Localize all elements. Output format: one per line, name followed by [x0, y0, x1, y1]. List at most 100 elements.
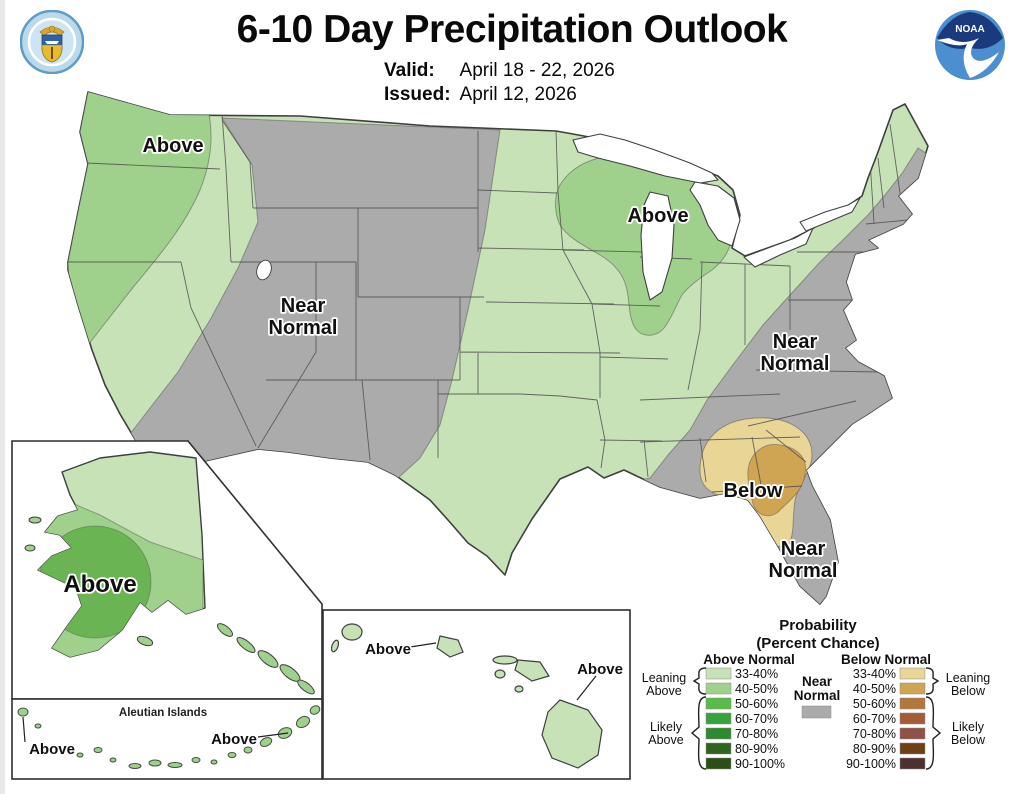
map-label-east-normal: Normal: [761, 353, 830, 375]
legend-near-line2: Normal: [794, 688, 841, 703]
aleutian-title: Aleutian Islands: [119, 707, 207, 719]
legend-above-row-label: 50-60%: [735, 697, 778, 711]
legend-below-row-label: 50-60%: [853, 697, 896, 711]
legend-below-row-label: 70-80%: [853, 727, 896, 741]
legend-below-swatch-90-100: [899, 757, 926, 770]
issued-value: April 12, 2026: [459, 84, 577, 105]
leaning-above-label-2: Above: [646, 684, 681, 698]
alaska-panhandle-islands: [24, 516, 315, 695]
legend-below-row-label: 40-50%: [853, 682, 896, 696]
lake-huron: [689, 181, 741, 247]
hawaii-right-arrow: [576, 675, 597, 701]
lake-okeechobee: [801, 548, 811, 558]
legend-above-swatch-80-90: [705, 742, 732, 755]
map-label-east-near: Near: [773, 331, 818, 353]
alaska-inset: Above: [11, 440, 323, 700]
aleutian-inset-box: [11, 698, 323, 780]
likely-below-label-2: Below: [951, 733, 986, 747]
map-label-fl-normal: Normal: [769, 560, 838, 582]
map-label-fl-near: Near: [781, 538, 826, 560]
legend-bracket-labels: Leaning Above Likely Above Leaning Below…: [642, 671, 991, 747]
map-label-west-normal: Normal: [269, 317, 338, 339]
hawaii-left-above-label: Above: [365, 641, 411, 658]
legend-below-swatch-33-40: [899, 667, 926, 680]
se-below-40-50-region: [747, 443, 807, 517]
map-label-west-near: Near: [281, 295, 326, 317]
leaning-below-label-2: Below: [951, 684, 986, 698]
legend-above-swatches: [705, 667, 732, 770]
legend-title-line1: Probability: [779, 617, 857, 634]
legend-above-row-label: 33-40%: [735, 667, 778, 681]
valid-label: Valid:: [384, 60, 435, 81]
hawaii-right-above-label: Above: [577, 661, 623, 678]
legend-above-swatch-70-80: [705, 727, 732, 740]
aleutian-right-above-label: Above: [211, 731, 257, 748]
likely-above-brace: [690, 696, 707, 770]
legend-above-header: Above Normal: [703, 652, 795, 667]
probability-legend: Probability (Percent Chance) Above Norma…: [642, 617, 991, 771]
noaa-dark-top: [937, 12, 1003, 49]
left-edge-strip: [0, 0, 5, 794]
lake-superior: [572, 133, 719, 184]
legend-braces: [690, 667, 942, 770]
map-label-pnw-above: Above: [142, 135, 203, 157]
likely-below-label-1: Likely: [952, 720, 985, 734]
hawaii-inset: Above Above: [322, 609, 631, 780]
valid-value: April 18 - 22, 2026: [459, 60, 615, 81]
commerce-seal-logo: [20, 10, 84, 74]
leaning-below-label-1: Leaning: [946, 671, 991, 685]
leaning-above-brace: [692, 667, 707, 695]
legend-above-swatch-33-40: [705, 667, 732, 680]
likely-below-brace: [925, 696, 942, 770]
legend-below-row-labels: 33-40% 40-50% 50-60% 60-70% 70-80% 80-90…: [846, 667, 896, 771]
page-title: 6-10 Day Precipitation Outlook: [236, 8, 788, 51]
aleutian-left-arrow: [22, 716, 26, 743]
hawaii-islands: [330, 623, 603, 769]
valid-issued-block: Valid: April 18 - 22, 2026 Issued: April…: [384, 60, 615, 106]
map-label-lakes-above: Above: [627, 205, 688, 227]
likely-above-label-2: Above: [648, 733, 683, 747]
noaa-wordmark: NOAA: [955, 24, 984, 35]
legend-below-row-label: 33-40%: [853, 667, 896, 681]
map-label-se-below: Below: [724, 480, 783, 502]
legend-near-normal-swatch: [801, 705, 832, 719]
legend-above-row-label: 70-80%: [735, 727, 778, 741]
leaning-below-brace: [925, 667, 940, 695]
legend-near-line1: Near: [802, 674, 833, 689]
legend-above-row-labels: 33-40% 40-50% 50-60% 60-70% 70-80% 80-90…: [735, 667, 785, 771]
state-boundaries: [68, 99, 909, 493]
lake-ontario: [799, 197, 861, 232]
seal-shield-icon: [41, 34, 63, 63]
legend-below-swatches: [899, 667, 926, 770]
legend-above-swatch-50-60: [705, 697, 732, 710]
lake-michigan: [640, 191, 675, 301]
leaning-above-label-1: Leaning: [642, 671, 687, 685]
legend-below-swatch-80-90: [899, 742, 926, 755]
hawaii-left-arrow: [409, 642, 437, 648]
legend-below-row-label: 60-70%: [853, 712, 896, 726]
legend-above-row-label: 90-100%: [735, 757, 785, 771]
legend-title-line2: (Percent Chance): [756, 635, 879, 652]
issued-label: Issued:: [384, 84, 451, 105]
great-lakes-water: [572, 133, 861, 301]
legend-below-swatch-70-80: [899, 727, 926, 740]
likely-above-label-1: Likely: [650, 720, 683, 734]
aleutian-inset: Aleutian Islands Above: [11, 698, 323, 780]
legend-above-swatch-60-70: [705, 712, 732, 725]
legend-below-row-label: 80-90%: [853, 742, 896, 756]
legend-above-swatch-90-100: [705, 757, 732, 770]
legend-below-row-label: 90-100%: [846, 757, 896, 771]
noaa-logo: NOAA: [935, 10, 1005, 80]
legend-above-swatch-40-50: [705, 682, 732, 695]
legend-above-row-label: 80-90%: [735, 742, 778, 756]
legend-below-swatch-40-50: [899, 682, 926, 695]
noaa-bird-icon: [937, 38, 999, 78]
aleutian-left-above-label: Above: [29, 741, 75, 758]
lake-erie: [743, 227, 814, 268]
legend-above-row-label: 40-50%: [735, 682, 778, 696]
legend-above-row-label: 60-70%: [735, 712, 778, 726]
legend-below-swatch-50-60: [899, 697, 926, 710]
alaska-above-label: Above: [63, 571, 136, 598]
